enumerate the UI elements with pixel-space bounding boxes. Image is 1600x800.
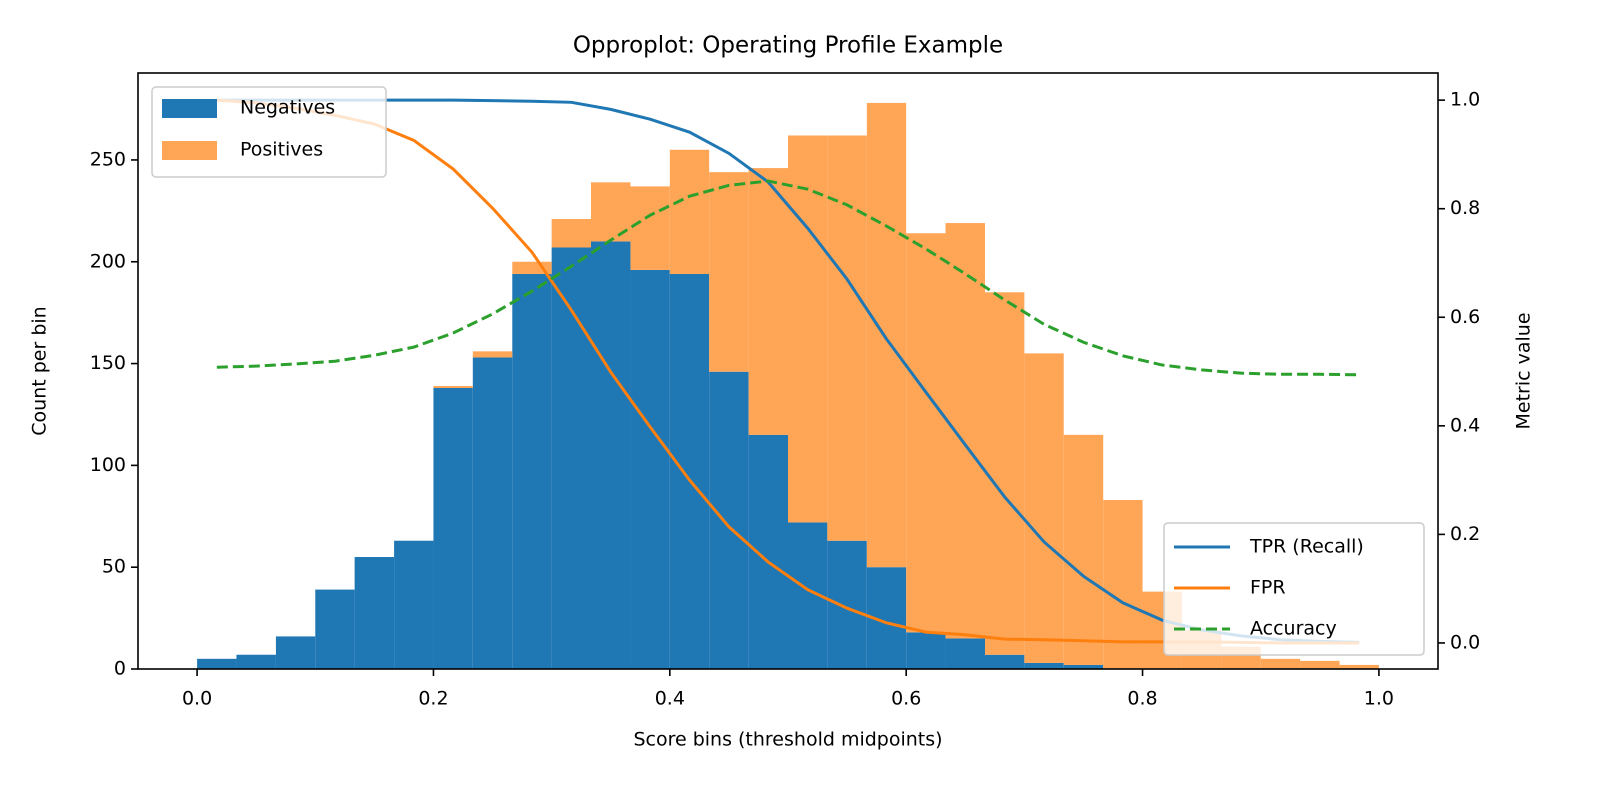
bar	[709, 371, 749, 669]
bar	[1260, 658, 1301, 669]
bar	[275, 636, 316, 669]
bar	[630, 186, 670, 270]
y2-axis-label: Metric value	[1513, 312, 1535, 429]
bar	[985, 654, 1025, 669]
y-tick-label: 150	[90, 352, 126, 374]
bar	[630, 269, 670, 669]
x-tick-label: 0.6	[891, 688, 921, 710]
chart-title: Opproplot: Operating Profile Example	[573, 33, 1003, 59]
legend-label: Negatives	[240, 97, 335, 119]
bar	[906, 632, 946, 669]
x-tick-label: 0.4	[655, 688, 685, 710]
x-tick-label: 0.0	[182, 688, 212, 710]
bar	[669, 149, 710, 274]
bar	[906, 233, 946, 633]
bar	[748, 434, 788, 669]
y-axis-label: Count per bin	[29, 306, 51, 435]
y2-tick-label: 0.6	[1450, 306, 1480, 328]
bar	[1300, 660, 1340, 669]
y-tick-label: 0	[114, 658, 126, 680]
legend-label: Positives	[240, 139, 323, 161]
bar	[748, 168, 788, 435]
bar	[945, 223, 986, 639]
y-tick-label: 50	[102, 556, 126, 578]
y-tick-label: 100	[90, 454, 126, 476]
bar	[354, 557, 395, 669]
y-tick-label: 200	[90, 250, 126, 272]
bar	[551, 247, 591, 669]
x-tick-label: 1.0	[1364, 688, 1394, 710]
line	[216, 179, 1360, 377]
bar	[827, 135, 867, 541]
y2-tick-label: 0.0	[1450, 631, 1480, 653]
legend-box	[1163, 522, 1425, 656]
bar	[709, 172, 749, 372]
legend-label: Accuracy	[1250, 618, 1337, 640]
x-axis-label: Score bins (threshold midpoints)	[633, 729, 942, 751]
bar	[472, 351, 513, 358]
bar	[1339, 664, 1379, 669]
bar	[866, 102, 907, 568]
legend-label: FPR	[1250, 577, 1286, 599]
legend-swatch	[162, 141, 217, 160]
bar	[551, 218, 591, 248]
bar	[827, 540, 867, 669]
bar	[1024, 662, 1064, 669]
bar	[1063, 664, 1104, 669]
bar	[1063, 434, 1104, 665]
x-tick-label: 0.2	[418, 688, 448, 710]
bar	[433, 388, 473, 669]
bar	[394, 540, 434, 669]
bar	[590, 241, 631, 669]
y2-tick-label: 0.8	[1450, 197, 1480, 219]
legend-label: TPR (Recall)	[1249, 536, 1364, 558]
bar	[985, 292, 1025, 655]
legend-swatch	[162, 99, 217, 118]
bar	[315, 589, 355, 669]
bar	[945, 638, 986, 669]
bar	[433, 385, 473, 389]
bar	[512, 273, 552, 669]
y2-tick-label: 1.0	[1450, 89, 1480, 111]
bar	[1024, 353, 1064, 663]
bar	[669, 273, 710, 669]
bar	[1103, 499, 1143, 669]
bar	[236, 654, 276, 669]
bar	[788, 135, 828, 523]
bar	[197, 658, 237, 669]
axes-frame	[137, 72, 1439, 670]
bar	[472, 357, 513, 669]
x-tick-label: 0.8	[1127, 688, 1157, 710]
y2-tick-label: 0.2	[1450, 523, 1480, 545]
y-tick-label: 250	[90, 148, 126, 170]
y2-tick-label: 0.4	[1450, 414, 1480, 436]
